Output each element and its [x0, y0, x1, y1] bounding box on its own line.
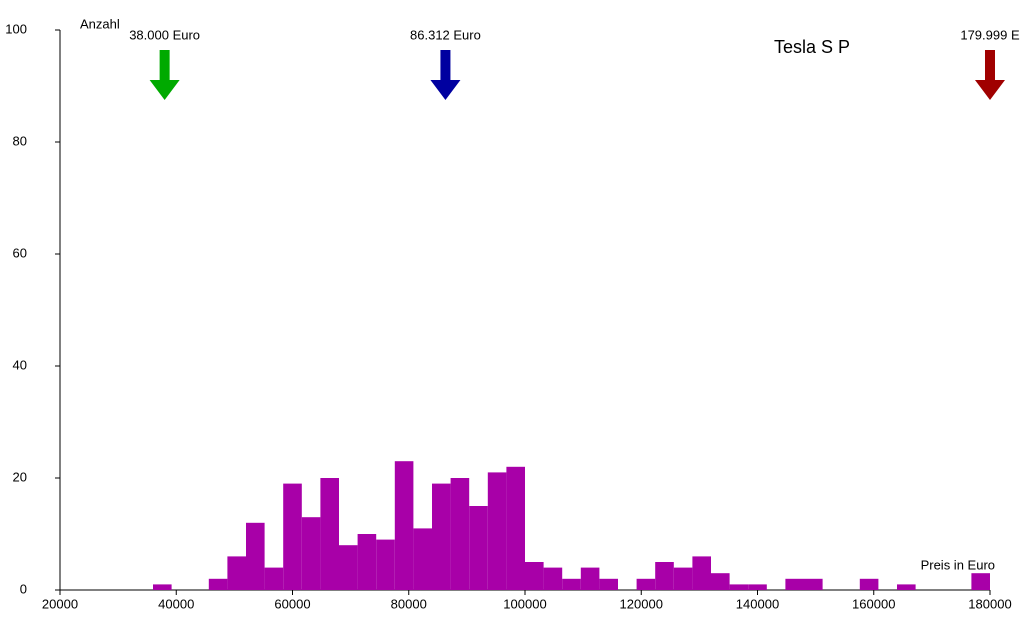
bar [506, 466, 525, 590]
bar [283, 483, 302, 590]
marker-arrow [149, 50, 180, 100]
bar [543, 567, 563, 590]
x-tick-label: 160000 [852, 596, 895, 611]
bar [785, 578, 804, 590]
x-tick-label: 80000 [391, 596, 427, 611]
y-axis-label: Anzahl [80, 16, 120, 31]
bar [227, 556, 246, 590]
bar [655, 562, 674, 590]
bar [562, 578, 581, 590]
bar [636, 578, 656, 590]
bar [320, 478, 339, 590]
y-tick-label: 0 [20, 581, 27, 596]
x-tick-label: 120000 [620, 596, 663, 611]
bar [711, 573, 730, 590]
y-tick-label: 100 [5, 21, 27, 36]
bar [971, 573, 990, 590]
bar [580, 567, 600, 590]
x-axis-label: Preis in Euro [921, 557, 995, 572]
bar [246, 522, 265, 590]
bar [394, 461, 414, 590]
bar [599, 578, 618, 590]
bar [264, 567, 284, 590]
x-tick-label: 60000 [274, 596, 310, 611]
bar [673, 567, 693, 590]
y-tick-label: 40 [13, 357, 27, 372]
bar [413, 528, 432, 590]
bar [153, 584, 172, 590]
bar [432, 483, 451, 590]
chart-title: Tesla S P [774, 37, 850, 57]
bar [208, 578, 228, 590]
bar [729, 584, 749, 590]
y-tick-label: 60 [13, 245, 27, 260]
bar [339, 545, 358, 590]
bar [748, 584, 767, 590]
bar [859, 578, 879, 590]
bar [692, 556, 711, 590]
bar [357, 534, 377, 590]
x-tick-label: 40000 [158, 596, 194, 611]
marker-arrow [974, 50, 1005, 100]
bar [301, 517, 321, 590]
marker-label: 38.000 Euro [129, 27, 200, 42]
y-tick-label: 80 [13, 133, 27, 148]
bar [469, 506, 488, 590]
bar [525, 562, 544, 590]
marker-label: 86.312 Euro [410, 27, 481, 42]
bar [897, 584, 916, 590]
x-tick-label: 100000 [503, 596, 546, 611]
bar [804, 578, 823, 590]
marker-label: 179.999 E [960, 27, 1020, 42]
bar [450, 478, 470, 590]
bar [487, 472, 507, 590]
bar [376, 539, 395, 590]
y-tick-label: 20 [13, 469, 27, 484]
x-tick-label: 140000 [736, 596, 779, 611]
x-tick-label: 20000 [42, 596, 78, 611]
x-tick-label: 180000 [968, 596, 1011, 611]
marker-arrow [430, 50, 461, 100]
